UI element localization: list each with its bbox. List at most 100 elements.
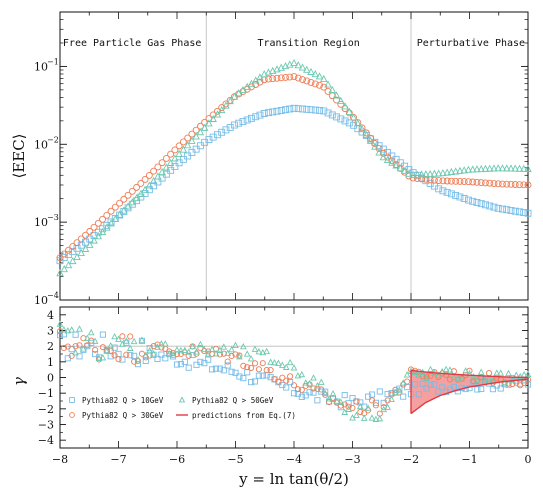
data-point	[307, 78, 315, 86]
data-point	[73, 239, 81, 247]
gamma-point	[341, 408, 349, 415]
gamma-point	[224, 358, 231, 365]
gamma-point	[353, 398, 360, 405]
gamma-point	[259, 360, 266, 367]
data-point	[77, 235, 85, 243]
data-point	[145, 181, 154, 189]
data-point	[252, 113, 260, 121]
data-point	[490, 164, 498, 172]
data-point	[320, 107, 328, 115]
gamma-point	[181, 346, 189, 354]
gamma-point	[119, 333, 126, 340]
data-point	[196, 128, 205, 136]
data-point	[324, 80, 332, 88]
gamma-point	[236, 373, 243, 380]
data-point	[116, 199, 124, 207]
gamma-point	[345, 405, 352, 412]
data-point	[520, 164, 528, 172]
gamma-point	[255, 372, 262, 379]
data-point	[154, 163, 162, 171]
gamma-point	[259, 348, 267, 356]
data-point	[166, 158, 175, 166]
gamma-point	[282, 363, 290, 370]
region-label: Perturbative Phase	[417, 38, 525, 49]
data-point	[141, 185, 149, 193]
data-point	[447, 167, 456, 176]
data-point	[511, 207, 519, 215]
data-point	[354, 119, 362, 127]
gamma-point	[64, 343, 71, 350]
data-point	[56, 254, 64, 262]
data-point	[311, 70, 320, 78]
data-point	[213, 107, 221, 115]
data-point	[434, 169, 443, 177]
data-point	[468, 165, 477, 173]
gamma-point	[267, 358, 274, 365]
gamma-point	[357, 399, 364, 406]
gamma-point	[83, 334, 91, 341]
gamma-point	[271, 358, 278, 366]
data-point	[205, 136, 213, 143]
data-point	[443, 177, 451, 185]
legend-label: Pythia82 Q > 10GeV	[82, 396, 164, 405]
gamma-point	[115, 356, 122, 363]
gamma-point	[220, 367, 227, 374]
gamma-point	[185, 364, 192, 371]
gamma-point	[404, 378, 411, 385]
y-tick-label: 10	[34, 216, 48, 229]
data-point	[81, 244, 90, 252]
gamma-point	[314, 397, 321, 404]
gamma-point	[197, 345, 204, 352]
data-point	[482, 179, 489, 187]
gamma-point	[446, 366, 454, 373]
gamma-point	[294, 386, 301, 393]
gamma-point	[92, 351, 99, 358]
data-point	[120, 195, 128, 203]
data-point	[375, 148, 383, 156]
gamma-point	[200, 345, 208, 353]
gamma-point	[255, 348, 263, 355]
gamma-point	[298, 370, 306, 378]
data-point	[477, 200, 485, 208]
gamma-point	[197, 340, 204, 348]
data-point	[456, 193, 464, 201]
y-tick-exponent: −3	[47, 213, 59, 222]
data-point	[179, 138, 187, 146]
gamma-point	[251, 378, 259, 385]
gamma-point	[150, 350, 157, 357]
gamma-point	[466, 369, 473, 377]
data-point	[200, 123, 209, 131]
gamma-point	[232, 341, 239, 348]
y-tick-label: −3	[38, 419, 54, 432]
data-point	[209, 111, 217, 119]
gamma-point	[251, 360, 259, 367]
gamma-point	[212, 365, 220, 372]
data-point	[184, 134, 192, 142]
gamma-point	[236, 352, 243, 359]
gamma-point	[150, 351, 157, 358]
data-point	[469, 197, 477, 205]
y-tick-exponent: −4	[47, 291, 59, 300]
gamma-point	[357, 408, 364, 416]
data-point	[379, 149, 387, 157]
data-point	[294, 74, 302, 82]
data-point	[77, 248, 86, 256]
gamma-point	[462, 367, 469, 374]
gamma-point	[162, 355, 169, 362]
gamma-point	[158, 351, 165, 358]
data-point	[358, 125, 366, 133]
gamma-point	[368, 414, 376, 421]
data-point	[239, 118, 247, 126]
data-point	[248, 114, 255, 122]
gamma-point	[193, 348, 200, 355]
legend-swatch	[69, 412, 75, 418]
gamma-point	[474, 386, 481, 393]
gamma-point	[310, 389, 317, 396]
data-point	[107, 219, 115, 227]
data-point	[269, 75, 277, 83]
data-point	[115, 210, 124, 218]
data-point	[367, 134, 375, 142]
gamma-point	[283, 384, 290, 391]
data-point	[222, 101, 230, 109]
